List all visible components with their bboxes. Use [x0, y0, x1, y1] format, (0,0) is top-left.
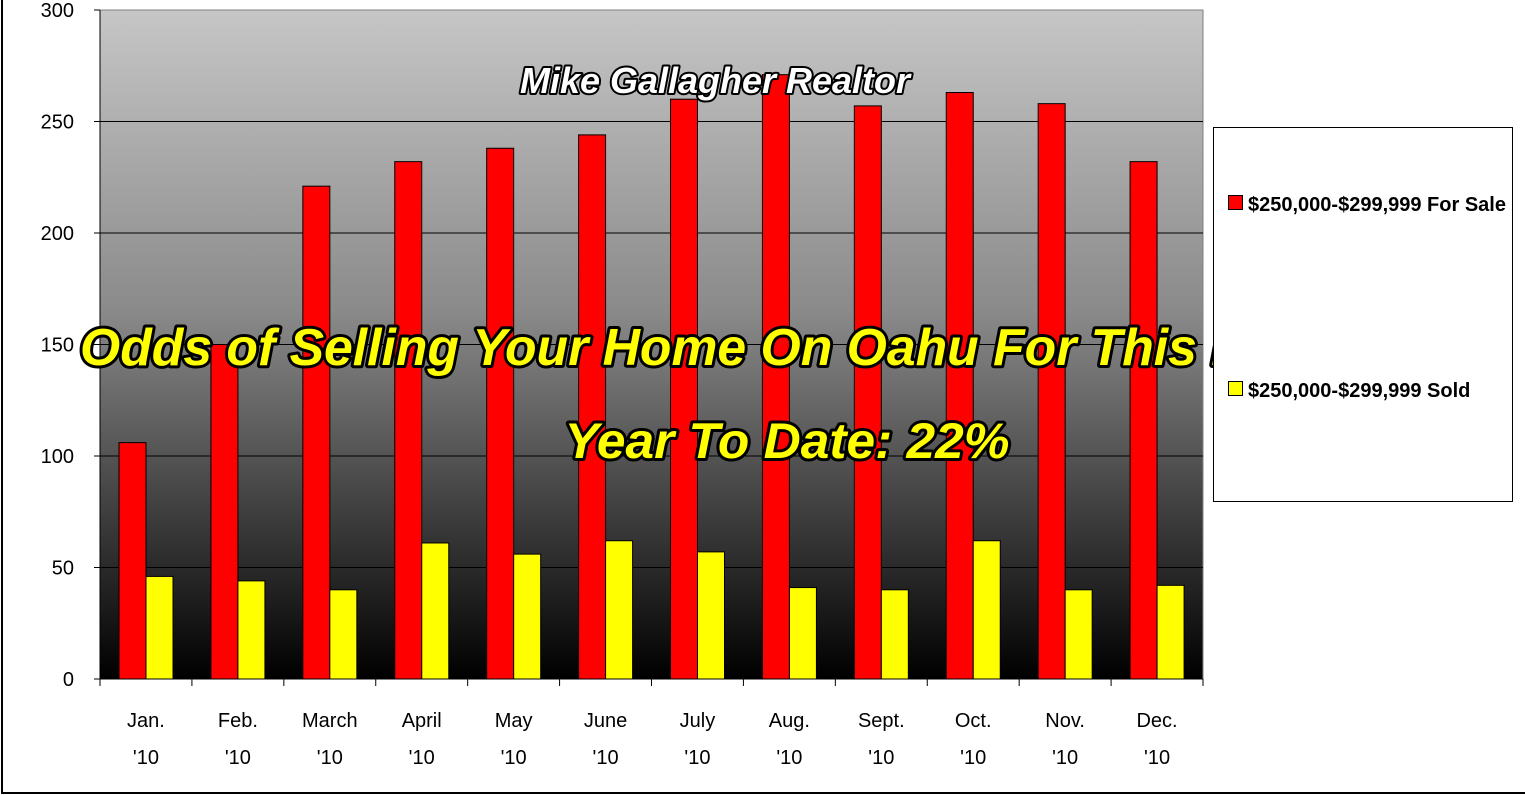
x-tick-label: Aug. [769, 710, 810, 732]
bar [605, 540, 634, 680]
y-tick-label: 100 [41, 446, 74, 468]
bar [945, 92, 974, 680]
x-tick-label: '10 [1052, 747, 1078, 769]
x-tick-label: Dec. [1136, 710, 1177, 732]
bar [421, 542, 450, 680]
x-tick-label: June [584, 710, 627, 732]
x-tick-label: '10 [1144, 747, 1170, 769]
x-tick-label: '10 [225, 747, 251, 769]
legend-item: $250,000-$299,999 For Sale [1228, 192, 1513, 218]
x-tick-label: '10 [593, 747, 619, 769]
legend-swatch [1228, 195, 1243, 210]
bar [210, 344, 239, 680]
x-tick-label: '10 [317, 747, 343, 769]
bar [1064, 589, 1093, 680]
bar [1129, 161, 1158, 680]
x-tick-label: May [495, 710, 533, 732]
bar [486, 147, 515, 680]
legend: $250,000-$299,999 For Sale $250,000-$299,… [1213, 127, 1513, 502]
y-tick-label: 300 [41, 0, 74, 22]
x-tick-label: Oct. [955, 710, 992, 732]
bar [697, 551, 725, 680]
bar [1037, 103, 1066, 680]
legend-label: $250,000-$299,999 For Sale [1248, 194, 1506, 216]
y-tick-label: 150 [41, 335, 74, 357]
x-tick-label: '10 [684, 747, 710, 769]
x-tick-label: April [402, 710, 442, 732]
bar [761, 74, 790, 680]
bar [880, 589, 909, 680]
x-tick-label: '10 [960, 747, 986, 769]
y-tick-label: 200 [41, 223, 74, 245]
x-tick-label: '10 [868, 747, 894, 769]
bar [329, 589, 358, 680]
x-tick-label: Sept. [858, 710, 905, 732]
bar [302, 185, 331, 680]
y-tick-label: 0 [63, 669, 74, 691]
bar [237, 580, 266, 680]
bar [670, 98, 698, 680]
x-tick-label: '10 [133, 747, 159, 769]
x-tick-label: July [680, 710, 716, 732]
annotation: Mike Gallagher Realtor [520, 60, 912, 101]
x-tick-label: Jan. [127, 710, 165, 732]
legend-item: $250,000-$299,999 Sold [1228, 378, 1513, 404]
x-tick-label: '10 [409, 747, 435, 769]
bar [394, 161, 423, 680]
x-tick-label: '10 [501, 747, 527, 769]
x-tick-label: Nov. [1045, 710, 1085, 732]
bar [118, 442, 147, 680]
bar [1156, 584, 1185, 680]
bar [513, 553, 542, 680]
legend-label: $250,000-$299,999 Sold [1248, 380, 1471, 402]
y-tick-label: 50 [52, 558, 74, 580]
bar [853, 105, 882, 680]
bar [145, 575, 174, 680]
x-tick-label: Feb. [218, 710, 258, 732]
bar [972, 540, 1001, 680]
y-tick-label: 250 [41, 112, 74, 134]
bar [788, 587, 817, 680]
chart-subtitle: Year To Date: 22% [565, 413, 1010, 469]
legend-swatch [1228, 381, 1243, 396]
bar [578, 134, 607, 680]
x-tick-label: March [302, 710, 358, 732]
x-tick-label: '10 [776, 747, 802, 769]
